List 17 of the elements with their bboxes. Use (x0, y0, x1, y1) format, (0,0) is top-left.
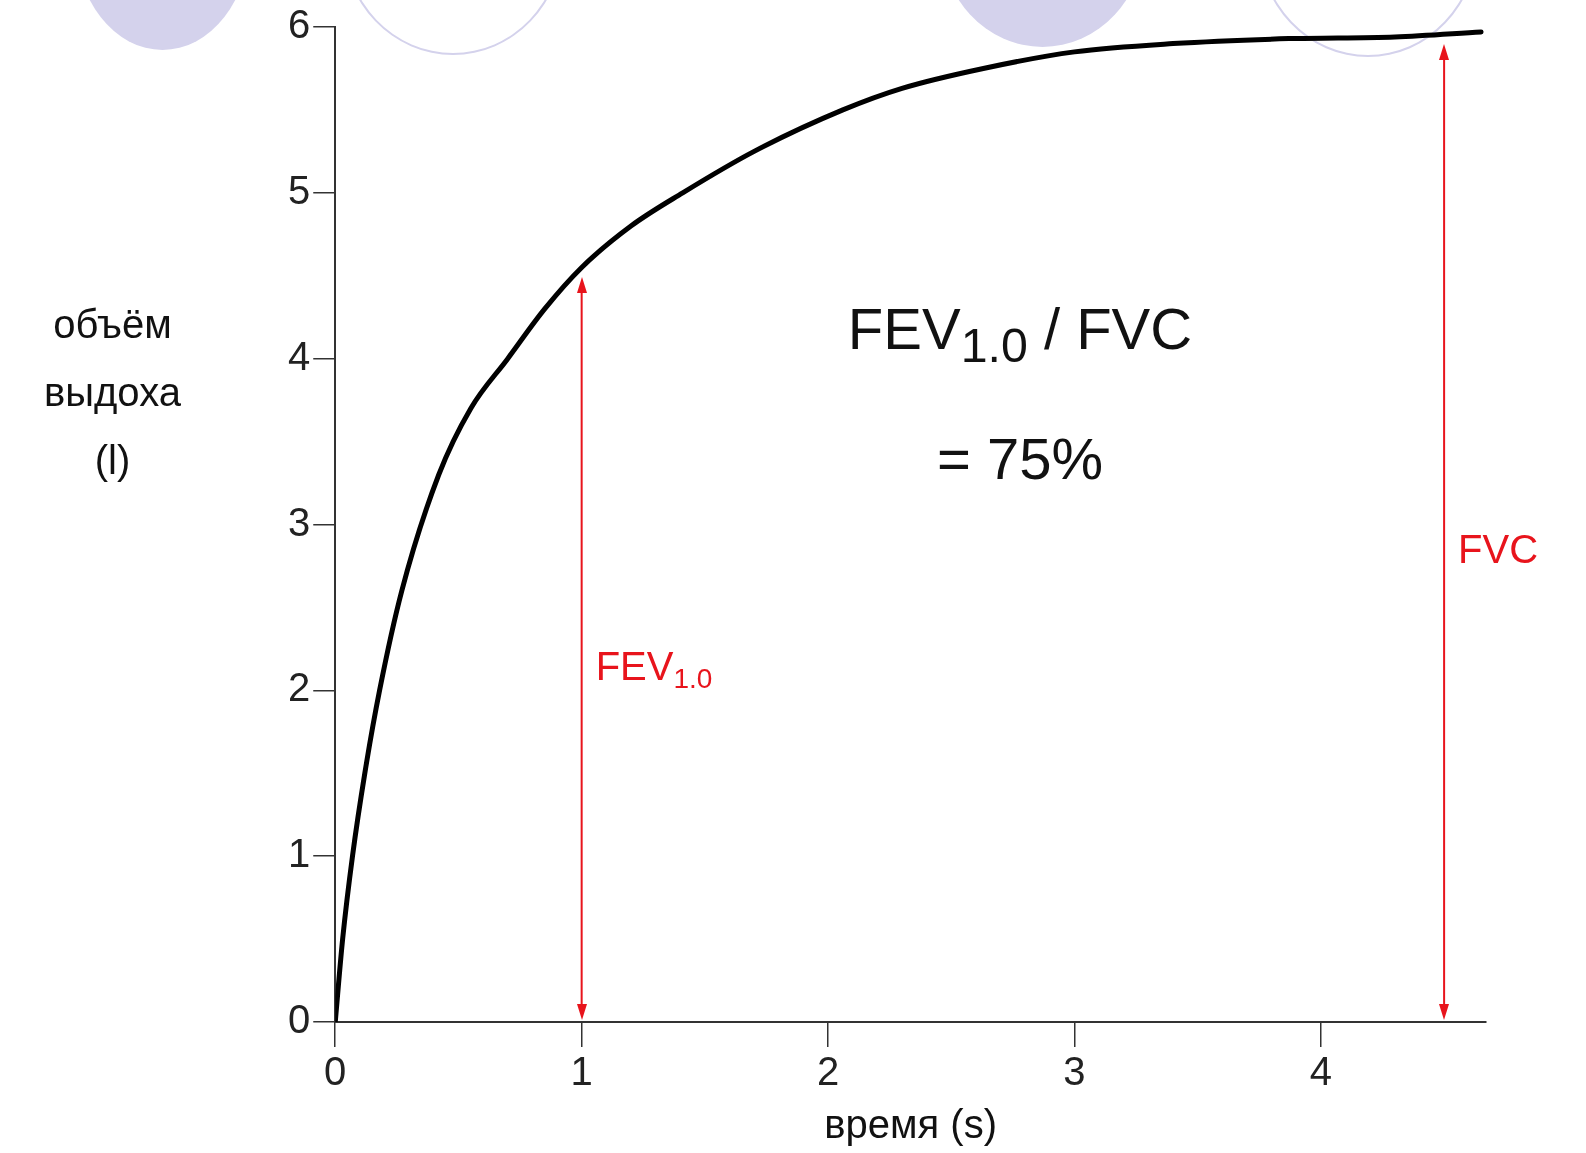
x-tick-label: 3 (1063, 1049, 1086, 1094)
x-axis-title: время (s) (824, 1102, 997, 1147)
y-tick-label: 3 (288, 499, 311, 544)
annotation: = 75% (935, 425, 1105, 492)
x-tick-label: 4 (1309, 1049, 1333, 1094)
annotation: FEV$_{1.0}$ / FVC (846, 295, 1194, 373)
y-tick-label: 0 (288, 997, 311, 1042)
x-tick-label: 0 (324, 1049, 347, 1094)
x-tick-label: 2 (816, 1049, 840, 1094)
ref-line-label: FVC (1458, 527, 1539, 572)
y-tick-label: 1 (288, 831, 311, 876)
x-tick-label: 1 (570, 1049, 593, 1094)
y-tick-label: 5 (288, 167, 311, 212)
y-tick-label: 6 (288, 2, 311, 47)
y-axis-title: объём выдоха (l) (43, 301, 182, 484)
y-tick-label: 2 (288, 665, 311, 710)
y-tick-label: 4 (288, 333, 311, 378)
